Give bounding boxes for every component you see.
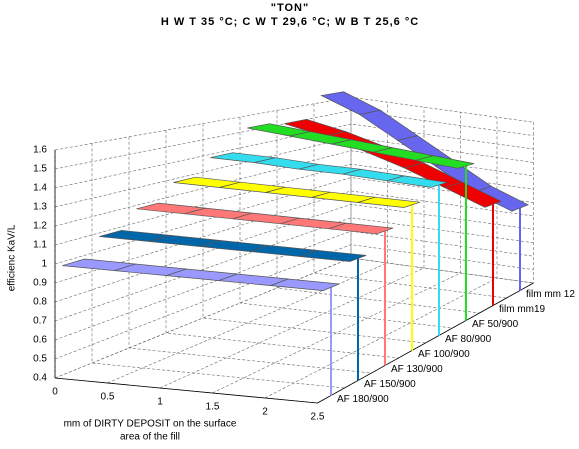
ribbon-segment xyxy=(357,196,421,208)
y-tick-label: 0.7 xyxy=(33,316,47,327)
x-axis-label: mm of DIRTY DEPOSIT on the surface xyxy=(64,419,237,430)
y-tick-label: 1.2 xyxy=(33,221,47,232)
y-tick-label: 0.9 xyxy=(33,278,47,289)
y-tick-label: 0.5 xyxy=(33,354,47,365)
legend-label: AF 130/900 xyxy=(391,364,443,375)
ribbon-segment xyxy=(443,181,502,208)
legend-label: AF 100/900 xyxy=(418,349,470,360)
chart-subtitle: H W T 35 °C; C W T 29,6 °C; W B T 25,6 °… xyxy=(161,16,419,28)
legend-label: AF 50/900 xyxy=(472,319,519,330)
x-tick-label: 2.5 xyxy=(311,412,325,423)
grid-line xyxy=(165,130,399,359)
x-tick-label: 1.5 xyxy=(206,402,220,413)
grid-line xyxy=(276,110,480,314)
ribbon-segment xyxy=(270,278,340,291)
depth-axis xyxy=(317,282,534,404)
y-tick-label: 1 xyxy=(41,259,47,270)
ribbon-segment xyxy=(328,222,394,235)
legend-label: AF 180/900 xyxy=(337,394,389,405)
legend-label: film mm 12 xyxy=(526,289,575,300)
legend-label: AF 80/900 xyxy=(445,334,492,345)
grid-line xyxy=(239,117,453,329)
y-tick-label: 1.3 xyxy=(33,202,47,213)
ribbon-segment xyxy=(472,185,529,212)
chart-title: "TON" xyxy=(271,2,309,14)
x-tick-label: 1 xyxy=(157,397,163,408)
y-tick-label: 1.6 xyxy=(33,145,47,156)
legend-label: AF 150/900 xyxy=(364,379,416,390)
grid-line xyxy=(313,103,507,299)
ribbon-segment xyxy=(358,109,419,141)
ribbon-segment xyxy=(299,250,367,262)
grid-line xyxy=(128,136,372,374)
grid-line xyxy=(54,190,534,284)
grid-line xyxy=(54,217,534,322)
y-tick-label: 0.6 xyxy=(33,335,47,346)
x-axis xyxy=(54,377,318,404)
ribbon-segment xyxy=(415,155,475,169)
y-tick-label: 1.5 xyxy=(33,164,47,175)
grid-line xyxy=(264,117,498,399)
grid-line xyxy=(54,137,534,208)
grid-line xyxy=(54,97,352,379)
y-tick-label: 1.4 xyxy=(33,183,47,194)
y-tick-label: 0.4 xyxy=(33,373,47,384)
x-tick-label: 0.5 xyxy=(101,392,115,403)
ribbon-segment xyxy=(386,175,448,188)
x-tick-label: 2 xyxy=(262,407,268,418)
legend-label: film mm19 xyxy=(499,304,546,315)
y-axis-label: efficienc KaV/L xyxy=(7,224,18,291)
y-tick-label: 0.8 xyxy=(33,297,47,308)
y-tick-label: 1.1 xyxy=(33,240,47,251)
x-axis-label: area of the fill xyxy=(120,432,180,443)
x-tick-label: 0 xyxy=(52,387,58,398)
